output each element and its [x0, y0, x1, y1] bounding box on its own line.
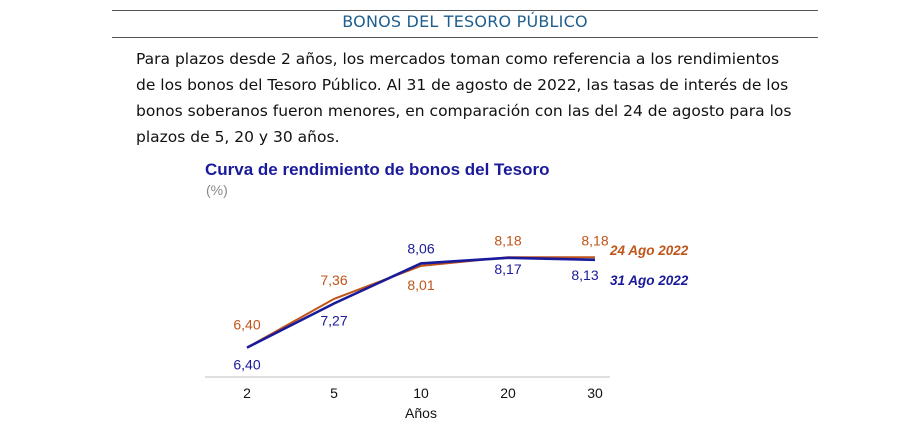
- x-tick-label-10: 10: [413, 385, 429, 401]
- data-label-24-ago-2: 6,40: [233, 317, 260, 333]
- header-bottom-rule: [112, 37, 818, 38]
- legend-24-ago: 24 Ago 2022: [609, 243, 689, 258]
- data-label-24-ago-30: 8,18: [581, 232, 608, 248]
- data-label-24-ago-10: 8,01: [407, 277, 434, 293]
- data-label-31-ago-20: 8,17: [494, 261, 521, 277]
- series-line-24-ago: [246, 256, 595, 349]
- series-line-31-ago: [246, 256, 596, 349]
- x-tick-label-20: 20: [500, 385, 516, 401]
- legend-31-ago: 31 Ago 2022: [610, 273, 689, 288]
- x-tick-label-30: 30: [587, 385, 603, 401]
- chart-title: Curva de rendimiento de bonos del Tesoro: [205, 160, 550, 179]
- intro-paragraph: Para plazos desde 2 años, los mercados t…: [136, 50, 792, 146]
- header-top-rule: [112, 10, 818, 11]
- chart-unit: (%): [206, 182, 228, 198]
- data-label-24-ago-20: 8,18: [494, 232, 521, 248]
- data-label-24-ago-5: 7,36: [320, 272, 347, 288]
- data-label-31-ago-30: 8,13: [571, 267, 598, 283]
- section-title: BONOS DEL TESORO PÚBLICO: [342, 12, 588, 31]
- data-label-31-ago-10: 8,06: [407, 240, 434, 256]
- data-label-31-ago-5: 7,27: [320, 312, 347, 328]
- data-label-31-ago-2: 6,40: [233, 357, 260, 373]
- x-tick-label-5: 5: [330, 385, 338, 401]
- x-axis-title: Años: [405, 405, 437, 421]
- x-tick-label-2: 2: [243, 385, 251, 401]
